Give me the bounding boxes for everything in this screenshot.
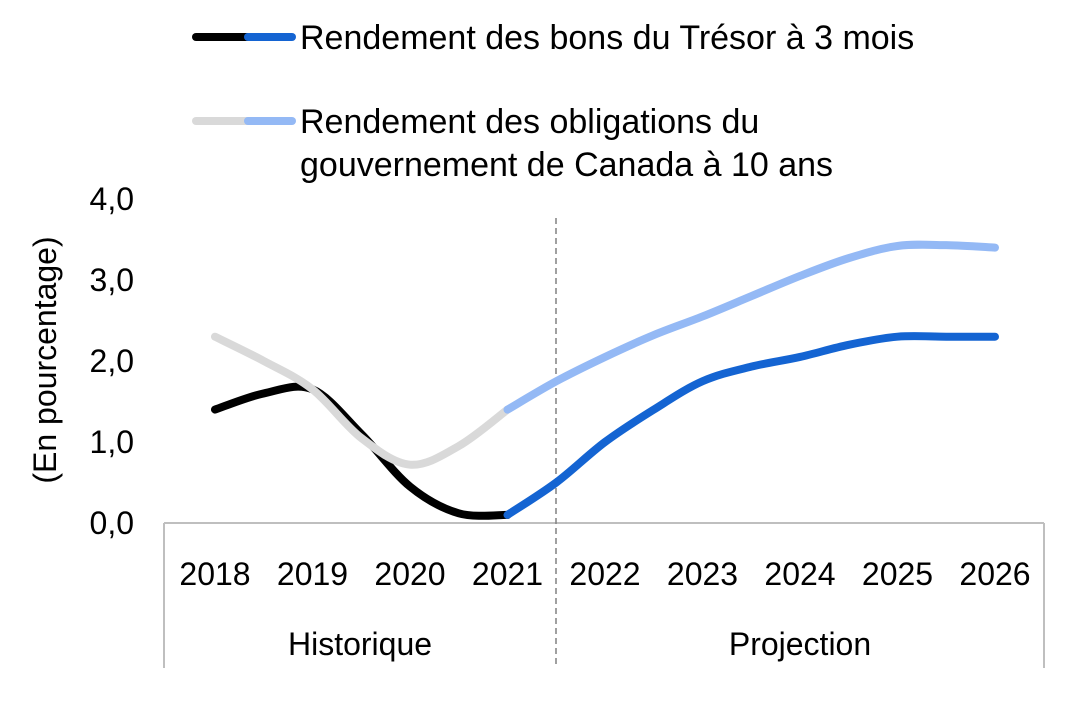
- y-tick-label: 4,0: [90, 181, 134, 217]
- legend-label: Rendement des obligations du: [300, 103, 759, 141]
- y-tick-label: 0,0: [90, 505, 134, 541]
- x-axis-ticks: 2018 2019 2020 2021 2022 2023 2024 2025 2026: [179, 556, 1030, 592]
- x-tick-label: 2023: [667, 556, 738, 592]
- x-tick-label: 2020: [374, 556, 445, 592]
- x-tick-label: 2024: [764, 556, 835, 592]
- legend-label: Rendement des bons du Trésor à 3 mois: [300, 19, 914, 57]
- series-1-historical-line: [211, 332, 512, 469]
- series-1-projection-line: [503, 240, 999, 414]
- y-axis-ticks: 0,0 1,0 2,0 3,0 4,0: [90, 181, 134, 541]
- legend-item-treasury-bills: Rendement des bons du Trésor à 3 mois: [192, 19, 914, 57]
- x-tick-label: 2022: [569, 556, 640, 592]
- x-tick-label: 2025: [862, 556, 933, 592]
- series-0-projection-line: [503, 332, 999, 519]
- series-layer: [211, 240, 999, 520]
- group-label-historique: Historique: [288, 626, 432, 662]
- legend-item-government-bonds: Rendement des obligations du gouvernemen…: [192, 103, 833, 184]
- group-label-projection: Projection: [729, 626, 871, 662]
- x-tick-label: 2021: [472, 556, 543, 592]
- legend: Rendement des bons du Trésor à 3 mois Re…: [192, 19, 914, 184]
- x-tick-label: 2019: [277, 556, 348, 592]
- y-tick-label: 2,0: [90, 343, 134, 379]
- series-0-historical-line: [211, 382, 512, 520]
- legend-label-line-2: gouvernement de Canada à 10 ans: [300, 146, 833, 184]
- x-axis-frame: [163, 522, 1045, 668]
- x-tick-label: 2026: [959, 556, 1030, 592]
- y-tick-label: 1,0: [90, 424, 134, 460]
- y-tick-label: 3,0: [90, 262, 134, 298]
- x-tick-label: 2018: [179, 556, 250, 592]
- y-axis-title: (En pourcentage): [27, 236, 63, 483]
